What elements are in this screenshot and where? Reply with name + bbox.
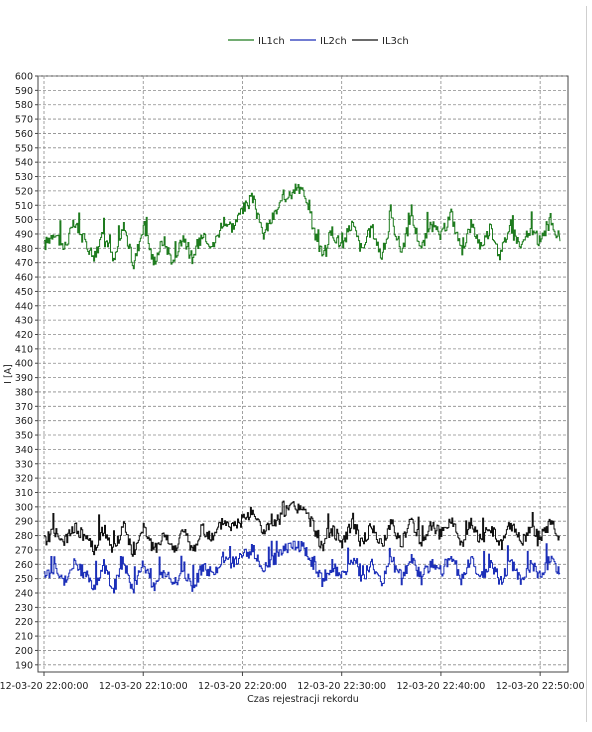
y-tick-label: 360 xyxy=(15,416,33,427)
legend: IL1ch IL2ch IL3ch xyxy=(228,36,409,47)
x-axis: 12-03-20 22:00:00 12-03-20 22:10:00 12-03-… xyxy=(0,672,585,692)
y-tick-label: 440 xyxy=(15,301,33,312)
legend-label: IL1ch xyxy=(258,36,285,47)
x-tick-label: 12-03-20 22:20:00 xyxy=(198,681,287,692)
y-tick-label: 470 xyxy=(15,258,33,269)
x-axis-title: Czas rejestracji rekordu xyxy=(247,694,359,705)
x-tick-label: 12-03-20 22:40:00 xyxy=(397,681,486,692)
y-tick-label: 570 xyxy=(15,115,33,126)
y-tick-label: 480 xyxy=(15,244,33,255)
y-tick-label: 530 xyxy=(15,172,33,183)
y-tick-label: 500 xyxy=(15,215,33,226)
y-tick-label: 200 xyxy=(15,646,33,657)
y-tick-label: 400 xyxy=(15,359,33,370)
series-line-IL3ch xyxy=(44,500,561,557)
y-tick-label: 420 xyxy=(15,330,33,341)
legend-label: IL3ch xyxy=(382,36,409,47)
y-tick-label: 300 xyxy=(15,502,33,513)
y-tick-label: 590 xyxy=(15,86,33,97)
y-tick-label: 330 xyxy=(15,459,33,470)
y-tick-label: 460 xyxy=(15,273,33,284)
y-tick-label: 560 xyxy=(15,129,33,140)
y-tick-label: 310 xyxy=(15,488,33,499)
plot-area xyxy=(37,75,569,673)
legend-label: IL2ch xyxy=(320,36,347,47)
y-tick-label: 430 xyxy=(15,316,33,327)
y-tick-label: 380 xyxy=(15,387,33,398)
y-tick-label: 260 xyxy=(15,560,33,571)
y-tick-label: 390 xyxy=(15,373,33,384)
series-line-IL2ch xyxy=(44,540,561,594)
y-tick-label: 370 xyxy=(15,402,33,413)
y-tick-label: 540 xyxy=(15,158,33,169)
y-tick-label: 290 xyxy=(15,517,33,528)
y-axis-title: I [A] xyxy=(3,364,14,384)
y-tick-label: 250 xyxy=(15,574,33,585)
y-tick-label: 490 xyxy=(15,229,33,240)
y-tick-label: 450 xyxy=(15,287,33,298)
y-tick-label: 320 xyxy=(15,474,33,485)
y-tick-label: 270 xyxy=(15,545,33,556)
series-lines xyxy=(44,183,561,594)
y-axis: 190 200 210 220 230 240 250 260 270 280 290 300 310 3… xyxy=(15,72,38,671)
y-tick-label: 340 xyxy=(15,445,33,456)
y-tick-label: 520 xyxy=(15,186,33,197)
x-tick-label: 12-03-20 22:10:00 xyxy=(99,681,188,692)
y-tick-label: 230 xyxy=(15,603,33,614)
y-tick-label: 210 xyxy=(15,632,33,643)
y-tick-label: 550 xyxy=(15,143,33,154)
grid xyxy=(38,75,568,672)
y-tick-label: 580 xyxy=(15,100,33,111)
y-tick-label: 280 xyxy=(15,531,33,542)
series-line-IL1ch xyxy=(44,183,561,270)
y-tick-label: 240 xyxy=(15,589,33,600)
y-tick-label: 220 xyxy=(15,617,33,628)
x-tick-label: 12-03-20 22:00:00 xyxy=(0,681,88,692)
y-tick-label: 190 xyxy=(15,660,33,671)
y-tick-label: 600 xyxy=(15,72,33,83)
y-tick-label: 510 xyxy=(15,201,33,212)
y-tick-label: 410 xyxy=(15,344,33,355)
y-tick-label: 350 xyxy=(15,431,33,442)
right-border-line xyxy=(586,6,587,722)
x-tick-label: 12-03-20 22:50:00 xyxy=(496,681,585,692)
x-tick-label: 12-03-20 22:30:00 xyxy=(297,681,386,692)
